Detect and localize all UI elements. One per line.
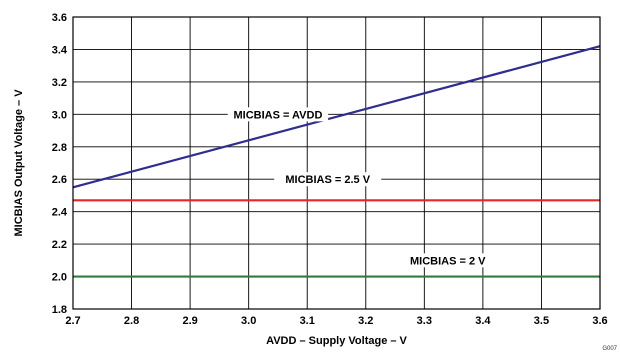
x-tick-label: 3.4: [475, 315, 491, 327]
series-line-1: [72, 45, 601, 189]
series-label-1: MICBIAS = AVDD: [233, 109, 322, 121]
y-tick-label: 1.8: [52, 304, 67, 316]
y-tick-label: 3.0: [52, 109, 67, 121]
series-labels: MICBIAS = AVDD MICBIAS = 2.5 V MICBIAS = 2…: [227, 107, 495, 268]
series-label-background: [274, 172, 382, 187]
series-lines: [72, 45, 601, 278]
y-tick-label: 2.4: [52, 207, 68, 219]
x-tick-label: 2.8: [124, 315, 139, 327]
series-label-background: [227, 107, 329, 122]
plot-background: [73, 17, 600, 309]
y-tick-label: 2.0: [52, 272, 67, 284]
x-tick-label: 3.5: [534, 315, 549, 327]
x-tick-label: 2.7: [65, 315, 80, 327]
y-tick-label: 2.2: [52, 239, 67, 251]
x-tick-label: 3.6: [592, 315, 607, 327]
series-label-2: MICBIAS = 2.5 V: [285, 174, 370, 186]
y-tick-label: 3.4: [52, 44, 68, 56]
plot-frame: [72, 16, 601, 310]
y-tick-labels: 1.8 2.0 2.2 2.4 2.6 2.8 3.0 3.2 3.4 3.6: [52, 12, 68, 316]
x-axis-title: AVDD – Supply Voltage – V: [266, 335, 407, 347]
x-tick-label: 3.3: [417, 315, 432, 327]
series-label-background: [400, 253, 495, 268]
x-tick-label: 2.9: [182, 315, 197, 327]
x-tick-label: 3.0: [241, 315, 256, 327]
x-tick-label: 3.2: [358, 315, 373, 327]
x-tick-label: 3.1: [300, 315, 315, 327]
figure-code: G007: [602, 346, 617, 352]
y-tick-label: 3.6: [52, 12, 67, 24]
y-axis-title: MICBIAS Output Voltage – V: [13, 89, 25, 237]
y-tick-label: 3.2: [52, 77, 67, 89]
x-tick-labels: 2.7 2.8 2.9 3.0 3.1 3.2 3.3 3.4 3.5 3.6: [65, 315, 607, 327]
series-label-3: MICBIAS = 2 V: [410, 255, 486, 267]
y-tick-label: 2.8: [52, 142, 67, 154]
y-tick-label: 2.6: [52, 174, 67, 186]
